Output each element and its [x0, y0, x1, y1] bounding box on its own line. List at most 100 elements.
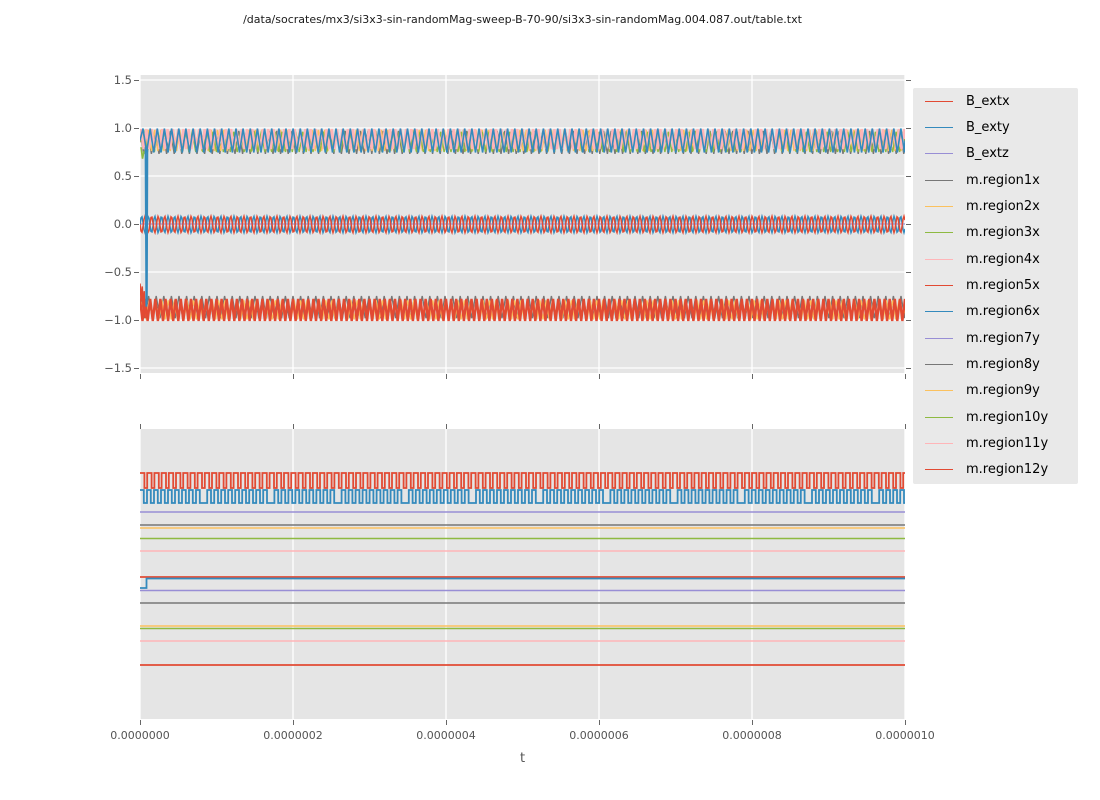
legend-item: m.region12y — [913, 457, 1078, 483]
series-m.region6x — [140, 489, 905, 504]
legend-label: m.region10y — [966, 409, 1049, 425]
legend-item: m.region3x — [913, 220, 1078, 246]
xtick-mark — [293, 720, 294, 725]
legend-label: m.region4x — [966, 251, 1040, 267]
bottom-subplot — [140, 429, 905, 719]
legend-label: m.region8y — [966, 357, 1040, 373]
legend-line-sample — [925, 127, 953, 129]
xtick-mark — [599, 720, 600, 725]
ytick-label: −1.5 — [104, 361, 132, 375]
legend-item: m.region9y — [913, 378, 1078, 404]
legend-item: m.region6x — [913, 299, 1078, 325]
legend-label: m.region5x — [966, 278, 1040, 294]
xtick-mark — [140, 424, 141, 429]
ytick-mark — [134, 272, 139, 273]
series-m.region12y-start-spike — [140, 283, 146, 319]
legend-label: B_exty — [966, 120, 1010, 136]
legend-line-sample — [925, 100, 953, 102]
legend-label: m.region12y — [966, 462, 1049, 478]
legend-label: m.region9y — [966, 383, 1040, 399]
legend-label: m.region11y — [966, 436, 1049, 452]
legend-item: m.region8y — [913, 351, 1078, 377]
ytick-mark — [134, 127, 139, 129]
xtick-mark — [752, 424, 753, 429]
xtick-mark — [446, 424, 447, 429]
series-B_extx — [140, 213, 905, 236]
xtick-mark — [446, 720, 447, 725]
xtick-mark — [446, 374, 447, 379]
legend-item: B_exty — [913, 114, 1078, 140]
legend-label: m.region3x — [966, 225, 1040, 241]
series-m.region6x-start-transient — [144, 147, 149, 307]
legend-line-sample — [925, 311, 953, 313]
legend-item: m.region1x — [913, 167, 1078, 193]
xtick-mark — [905, 720, 906, 725]
legend-item: m.region7y — [913, 325, 1078, 351]
xtick-mark — [599, 374, 600, 379]
ytick-label: −0.5 — [104, 265, 132, 279]
xtick-mark — [293, 424, 294, 429]
xtick-label: 0.0000010 — [875, 729, 935, 742]
legend-item: m.region2x — [913, 193, 1078, 219]
ytick-mark — [134, 175, 139, 177]
xtick-label: 0.0000002 — [263, 729, 323, 742]
legend: B_extx B_exty B_extz m.region1x m.region2x m.… — [913, 88, 1078, 484]
legend-line-sample — [925, 443, 953, 445]
series-m.region5x — [140, 472, 905, 489]
legend-label: B_extz — [966, 146, 1009, 162]
legend-item: m.region10y — [913, 404, 1078, 430]
legend-line-sample — [925, 258, 953, 260]
ytick-mark — [906, 127, 911, 129]
xtick-mark — [140, 374, 141, 379]
ytick-label: 1.0 — [113, 120, 132, 135]
legend-line-sample — [925, 364, 953, 366]
legend-line-sample — [925, 416, 953, 418]
xtick-mark — [752, 374, 753, 379]
ytick-mark — [134, 224, 139, 225]
ytick-label: 1.5 — [113, 72, 132, 87]
legend-line-sample — [925, 390, 953, 392]
legend-label: m.region6x — [966, 304, 1040, 320]
plot-title: /data/socrates/mx3/si3x3-sin-randomMag-s… — [243, 13, 802, 26]
legend-label: m.region1x — [966, 172, 1040, 188]
series-m.region3x-start-dip — [140, 147, 145, 159]
ytick-mark — [906, 320, 911, 321]
ytick-mark — [906, 175, 911, 177]
ytick-mark — [906, 224, 911, 225]
ytick-mark — [906, 272, 911, 273]
ytick-mark — [906, 368, 911, 369]
legend-label: m.region7y — [966, 330, 1040, 346]
legend-item: m.region11y — [913, 430, 1078, 456]
ytick-label: 0.5 — [113, 168, 132, 183]
ytick-label: 0.0 — [113, 217, 132, 231]
xtick-label: 0.0000000 — [110, 729, 170, 742]
xtick-mark — [599, 424, 600, 429]
legend-item: B_extz — [913, 141, 1078, 167]
ytick-mark — [906, 79, 911, 81]
legend-line-sample — [925, 469, 953, 471]
legend-line-sample — [925, 179, 953, 181]
top-subplot — [140, 75, 905, 373]
legend-line-sample — [925, 337, 953, 339]
xtick-mark — [752, 720, 753, 725]
legend-label: m.region2x — [966, 199, 1040, 215]
xtick-mark — [905, 374, 906, 379]
xtick-mark — [293, 374, 294, 379]
series-m.region6x — [140, 128, 905, 153]
legend-item: B_extx — [913, 88, 1078, 114]
ytick-mark — [134, 368, 139, 369]
ytick-label: −1.0 — [104, 313, 132, 327]
legend-line-sample — [925, 153, 953, 155]
xtick-mark — [905, 424, 906, 429]
series-m.region5x — [140, 298, 905, 322]
x-axis-label: t — [519, 751, 526, 766]
legend-line-sample — [925, 285, 953, 287]
top-plot-canvas — [140, 75, 905, 373]
xtick-label: 0.0000008 — [722, 729, 782, 742]
series-B_exty — [140, 577, 905, 589]
legend-label: B_extx — [966, 93, 1010, 109]
xtick-label: 0.0000006 — [569, 729, 629, 742]
xtick-label: 0.0000004 — [416, 729, 476, 742]
bottom-plot-canvas — [140, 429, 905, 719]
